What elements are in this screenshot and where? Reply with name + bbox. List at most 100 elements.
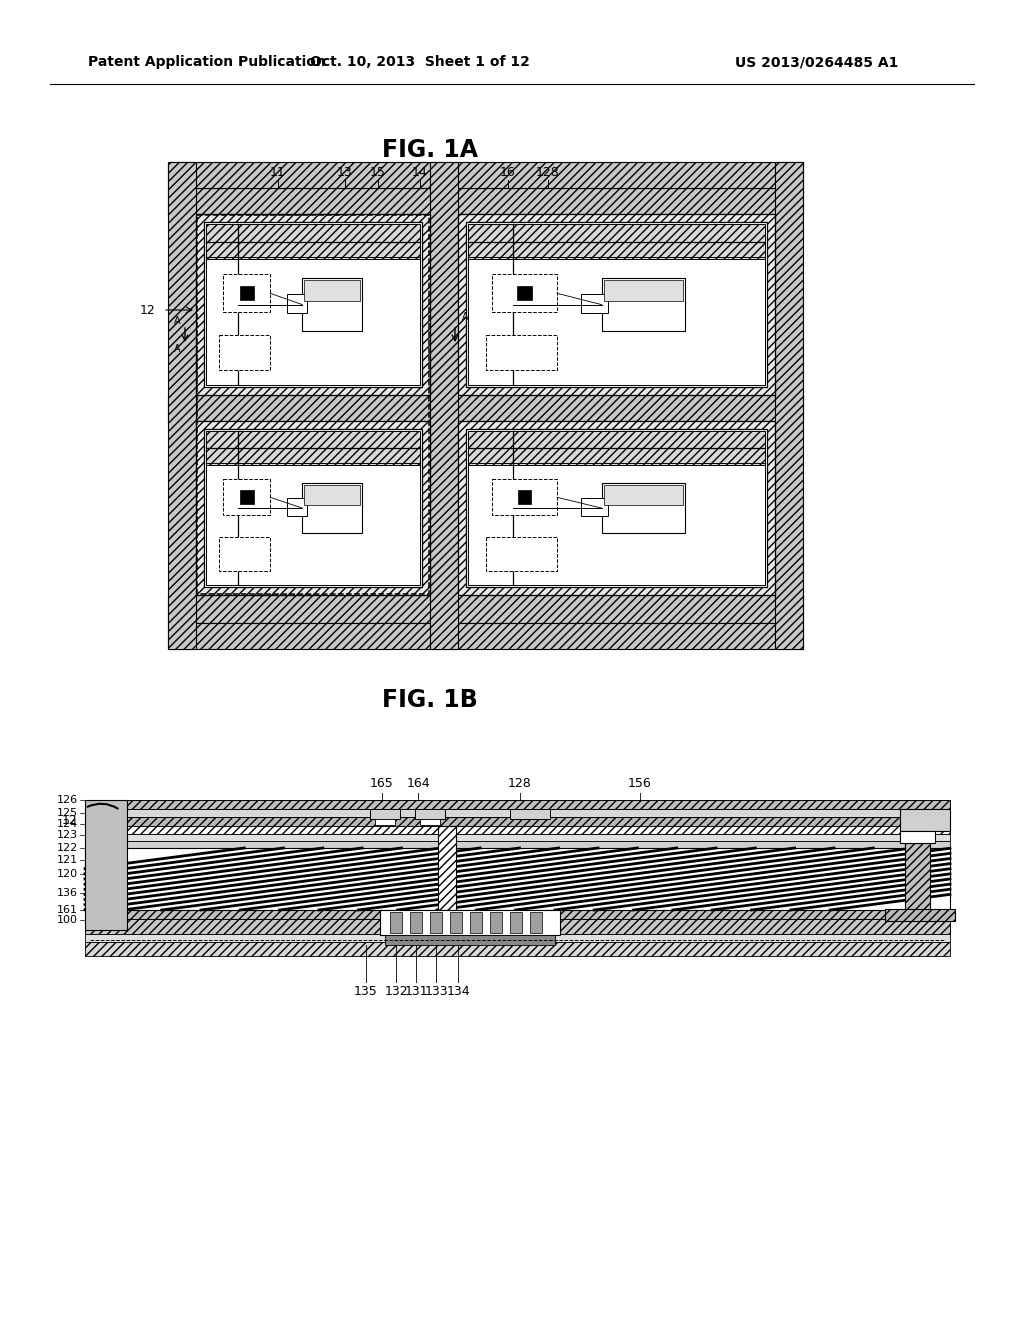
Bar xyxy=(490,912,502,933)
Bar xyxy=(375,818,395,825)
Bar xyxy=(302,279,362,331)
Bar xyxy=(604,280,683,301)
Bar xyxy=(85,800,950,809)
Bar xyxy=(206,465,420,585)
Bar xyxy=(466,222,767,387)
Text: 12: 12 xyxy=(139,304,155,317)
Text: 121: 121 xyxy=(57,855,78,865)
Bar xyxy=(219,537,270,570)
Bar xyxy=(304,280,360,301)
Bar xyxy=(304,484,360,506)
Bar xyxy=(85,817,950,826)
Bar xyxy=(470,912,482,933)
Bar xyxy=(492,275,557,312)
Text: 120: 120 xyxy=(57,869,78,879)
Bar xyxy=(385,935,555,945)
Bar xyxy=(581,498,607,516)
Bar xyxy=(85,826,950,834)
Text: 16: 16 xyxy=(500,165,516,178)
Bar xyxy=(390,912,402,933)
Text: 100: 100 xyxy=(57,915,78,925)
Bar xyxy=(530,912,542,933)
Bar xyxy=(468,432,765,465)
Bar xyxy=(85,841,950,847)
Bar xyxy=(85,847,950,909)
Bar xyxy=(168,187,803,214)
Bar xyxy=(85,919,950,935)
Bar xyxy=(302,483,362,533)
Bar xyxy=(288,498,306,516)
Bar xyxy=(510,809,550,818)
Bar xyxy=(240,491,254,504)
Text: 132: 132 xyxy=(384,985,408,998)
Bar xyxy=(206,224,420,260)
Bar xyxy=(85,909,950,919)
Bar xyxy=(370,809,400,818)
Text: A: A xyxy=(174,345,180,354)
Bar xyxy=(517,286,531,301)
Bar xyxy=(420,818,440,825)
Text: A: A xyxy=(174,315,180,326)
Text: Patent Application Publication: Patent Application Publication xyxy=(88,55,326,69)
Text: 133: 133 xyxy=(424,985,447,998)
Bar xyxy=(197,215,429,594)
Text: 131: 131 xyxy=(404,985,428,998)
Text: 122: 122 xyxy=(56,843,78,853)
Bar xyxy=(458,421,775,595)
Text: 14: 14 xyxy=(412,165,428,178)
Bar xyxy=(168,623,803,649)
Bar xyxy=(430,912,442,933)
Bar xyxy=(438,826,456,909)
Bar xyxy=(206,260,420,385)
Text: 12: 12 xyxy=(61,814,77,828)
Text: 165: 165 xyxy=(370,777,394,789)
Bar xyxy=(468,224,765,260)
Bar xyxy=(430,162,458,649)
Bar xyxy=(885,909,955,921)
Bar xyxy=(492,479,557,515)
Text: 135: 135 xyxy=(354,985,378,998)
Bar xyxy=(240,286,254,301)
Bar xyxy=(85,800,127,931)
Bar xyxy=(581,294,607,313)
Bar xyxy=(602,483,685,533)
Bar xyxy=(168,162,196,649)
Bar xyxy=(900,809,950,832)
Text: 134: 134 xyxy=(446,985,470,998)
Bar xyxy=(905,843,930,909)
Text: 13: 13 xyxy=(337,165,353,178)
Bar xyxy=(85,809,950,817)
Bar xyxy=(204,222,422,387)
Text: 126: 126 xyxy=(57,795,78,805)
Bar xyxy=(900,832,935,843)
Text: 128: 128 xyxy=(537,165,560,178)
Bar xyxy=(466,429,767,587)
Bar xyxy=(380,909,560,935)
Text: FIG. 1A: FIG. 1A xyxy=(382,139,478,162)
Bar xyxy=(196,214,430,395)
Bar xyxy=(775,162,803,649)
Bar xyxy=(206,432,420,465)
Bar xyxy=(223,275,270,312)
Bar xyxy=(85,834,950,841)
Bar xyxy=(415,809,445,818)
Bar xyxy=(288,294,306,313)
Bar xyxy=(196,421,430,595)
Text: 15: 15 xyxy=(370,165,386,178)
Bar xyxy=(458,214,775,395)
Bar xyxy=(223,479,270,515)
Bar xyxy=(168,395,803,421)
Text: Oct. 10, 2013  Sheet 1 of 12: Oct. 10, 2013 Sheet 1 of 12 xyxy=(310,55,530,69)
Text: 161: 161 xyxy=(57,906,78,915)
Text: 136: 136 xyxy=(57,888,78,898)
Bar xyxy=(602,279,685,331)
Bar xyxy=(204,429,422,587)
Text: 156: 156 xyxy=(628,777,652,789)
Bar xyxy=(85,942,950,956)
Bar xyxy=(85,935,950,942)
Bar xyxy=(219,335,270,370)
Text: FIG. 1B: FIG. 1B xyxy=(382,688,478,711)
Text: 125: 125 xyxy=(57,808,78,818)
Bar xyxy=(485,537,557,570)
Bar xyxy=(510,912,522,933)
